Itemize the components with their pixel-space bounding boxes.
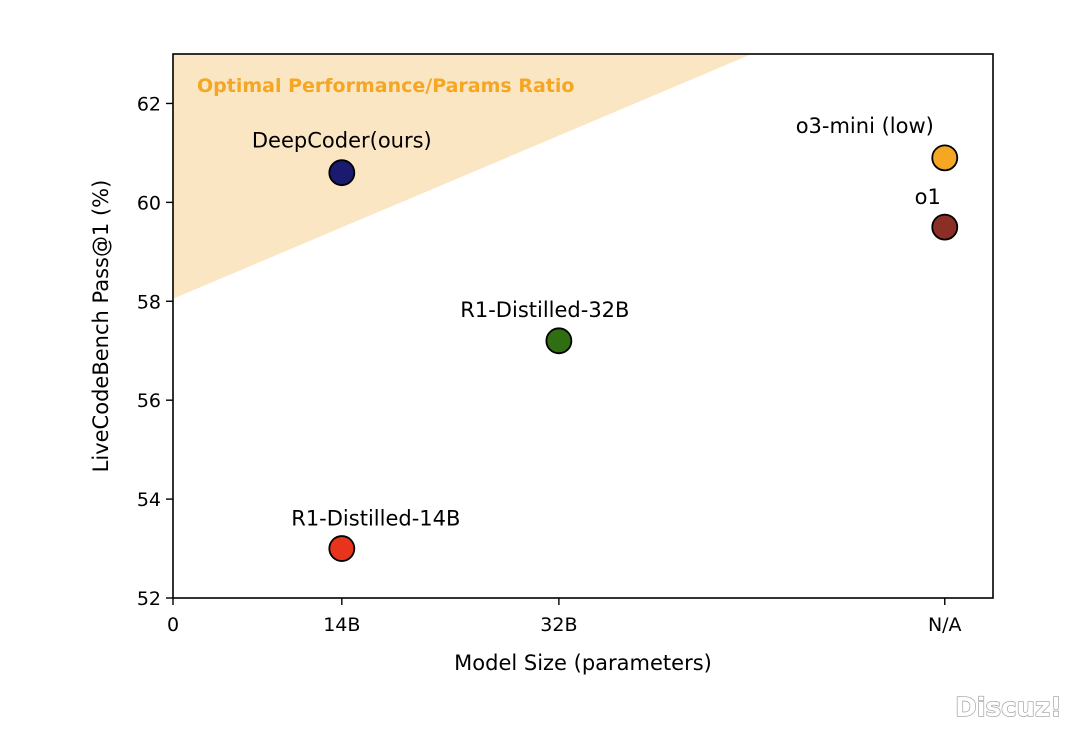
y-tick-label: 60 [137, 192, 161, 214]
x-tick-label: 0 [167, 614, 179, 636]
x-tick-label: 32B [540, 614, 577, 636]
y-tick-label: 54 [137, 489, 161, 511]
data-point-label: o3-mini (low) [796, 114, 934, 138]
y-tick-label: 52 [137, 588, 161, 610]
tick-layer: 52 54 56 58 60 62 0 14B 32B N/A [137, 93, 962, 636]
data-point [328, 535, 356, 562]
watermark-logo: Discuz! [955, 693, 1062, 723]
data-point [545, 327, 573, 355]
x-axis-label: Model Size (parameters) [454, 651, 712, 675]
y-tick-label: 62 [137, 93, 161, 115]
shaded-region-layer [173, 54, 752, 299]
y-axis-label: LiveCodeBench Pass@1 (%) [89, 180, 113, 473]
data-point [931, 213, 959, 241]
y-tick-label: 56 [137, 390, 161, 412]
x-tick-label: N/A [928, 614, 962, 636]
shaded-region [173, 54, 752, 299]
x-tick-label: 14B [323, 614, 360, 636]
data-point-label: R1-Distilled-32B [460, 298, 629, 322]
y-tick-label: 58 [137, 291, 161, 313]
points-layer: DeepCoder(ours) R1-Distilled-32B R1-Distil… [252, 114, 959, 562]
data-point [931, 144, 959, 172]
data-point [328, 159, 356, 187]
shaded-region-label: Optimal Performance/Params Ratio [197, 75, 574, 97]
data-point-label: R1-Distilled-14B [291, 507, 460, 531]
data-point-label: o1 [915, 185, 941, 209]
data-point-label: DeepCoder(ours) [252, 129, 432, 153]
plot-frame [172, 53, 994, 599]
